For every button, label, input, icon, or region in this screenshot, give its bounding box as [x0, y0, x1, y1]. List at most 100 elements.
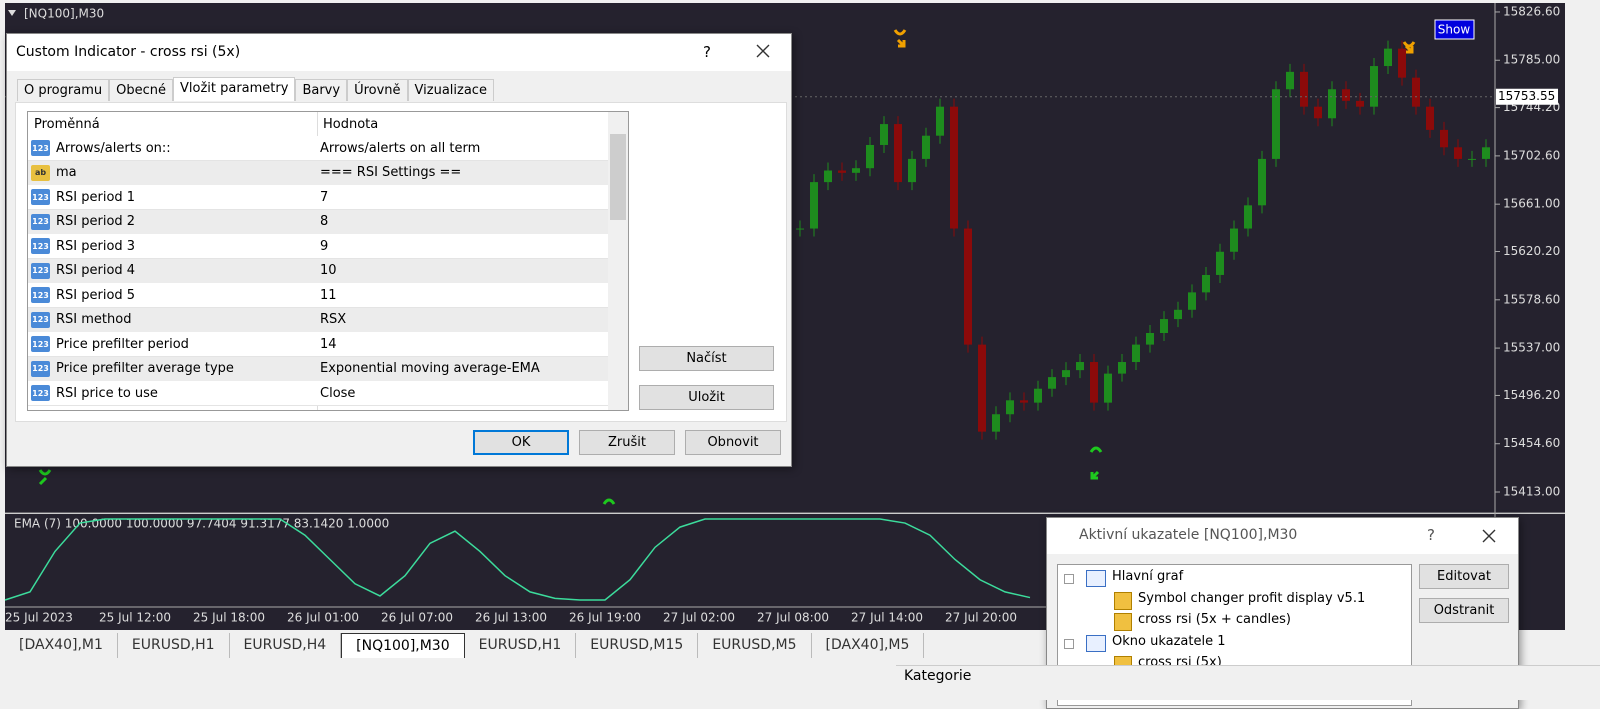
- chart-tab[interactable]: [DAX40],M5: [812, 633, 925, 658]
- candle: [908, 158, 916, 183]
- title-bar: [1047, 518, 1518, 554]
- chart-tab[interactable]: [DAX40],M1: [5, 633, 118, 658]
- parameter-value[interactable]: Exponential moving average-EMA: [320, 361, 540, 376]
- indicator-node[interactable]: Symbol changer profit display v5.1: [1138, 590, 1366, 606]
- chart-tab[interactable]: EURUSD,H4: [230, 633, 342, 658]
- indicator-node[interactable]: cross rsi (5x + candles): [1138, 612, 1291, 627]
- chart-tab[interactable]: [NQ100],M30: [341, 633, 465, 658]
- tree-toggle[interactable]: [1064, 574, 1074, 584]
- parameter-row: 123 Arrows/alerts on:: Arrows/alerts on al…: [28, 136, 608, 161]
- type-icon: 123: [31, 262, 50, 279]
- indicator-dialog: Custom Indicator - cross rsi (5x) ? O pr…: [6, 33, 792, 467]
- parameter-value[interactable]: 9: [320, 238, 329, 254]
- type-icon: 123: [31, 213, 50, 230]
- candle: [1384, 48, 1392, 67]
- parameter-row: 123 Price prefilter period 14: [28, 332, 608, 357]
- tab[interactable]: Úrovně: [347, 79, 408, 101]
- chart-label: [NQ100],M30: [24, 7, 104, 21]
- indicator-button[interactable]: Editovat: [1419, 564, 1509, 589]
- price-label-bg: [1496, 88, 1558, 105]
- tab[interactable]: Vložit parametry: [172, 77, 296, 101]
- dialog-button[interactable]: Zrušit: [579, 430, 675, 455]
- type-icon: 123: [31, 287, 50, 303]
- parameter-value[interactable]: Close: [320, 385, 356, 401]
- dialog-title: Custom Indicator - cross rsi (5x): [16, 44, 241, 60]
- parameter-name: Price prefilter average type: [56, 361, 234, 376]
- parameter-name: RSI method: [56, 312, 132, 327]
- candle: [810, 182, 818, 229]
- tree-node[interactable]: Hlavní graf: [1112, 569, 1184, 584]
- parameter-value[interactable]: === RSI Settings ==: [320, 165, 462, 180]
- indicator-icon: [1114, 613, 1132, 631]
- tab[interactable]: Vizualizace: [407, 79, 494, 101]
- parameter-row: 123 RSI method RSX: [28, 307, 608, 333]
- parameter-row: 123 RSI period 5 11: [28, 283, 608, 308]
- parameter-value[interactable]: 14: [320, 336, 337, 352]
- x-tick-label: 26 Jul 19:00: [569, 611, 641, 625]
- menu-arrow: [8, 10, 16, 16]
- side-button[interactable]: Uložit: [639, 385, 774, 410]
- status-bar: [896, 665, 1600, 700]
- candle: [1440, 129, 1448, 148]
- dialog-button[interactable]: Obnovit: [685, 430, 781, 455]
- candle: [1314, 106, 1322, 119]
- parameter-value[interactable]: 7: [320, 189, 329, 205]
- chart-tab[interactable]: EURUSD,H1: [118, 633, 230, 658]
- parameter-name: Price prefilter period: [56, 336, 189, 352]
- candle: [1216, 251, 1224, 275]
- parameter-value[interactable]: RSX: [320, 312, 347, 327]
- x-tick-label: 26 Jul 01:00: [287, 611, 359, 625]
- x-tick-label: 26 Jul 07:00: [381, 611, 453, 625]
- dialog-title: Aktivní ukazatele [NQ100],M30: [1079, 527, 1298, 543]
- status-label: Kategorie: [904, 668, 972, 684]
- x-tick-label: 27 Jul 02:00: [663, 611, 735, 625]
- parameter-value[interactable]: 8: [320, 214, 329, 229]
- candle: [1370, 66, 1378, 107]
- candle: [1174, 309, 1182, 320]
- candle: [1468, 158, 1476, 160]
- close-button[interactable]: [756, 44, 770, 58]
- type-icon: 123: [31, 360, 50, 377]
- candle: [824, 170, 832, 183]
- help-button[interactable]: ?: [703, 43, 711, 61]
- type-icon: 123: [31, 189, 50, 205]
- tree-icon: [1086, 634, 1106, 652]
- chart-tab[interactable]: EURUSD,M15: [576, 633, 699, 658]
- candle: [1076, 362, 1084, 371]
- parameter-row: 123 RSI period 4 10: [28, 258, 608, 284]
- tab[interactable]: Barvy: [295, 79, 348, 101]
- tab[interactable]: O programu: [17, 79, 110, 101]
- side-button[interactable]: Načíst: [639, 346, 774, 371]
- show-button[interactable]: [1434, 19, 1475, 40]
- indicator-button[interactable]: Odstranit: [1419, 598, 1509, 623]
- signal-arrows: [38, 29, 1416, 505]
- candle: [1244, 205, 1252, 229]
- candle: [1062, 370, 1070, 378]
- candle: [1398, 48, 1406, 78]
- chart-tab[interactable]: EURUSD,M5: [698, 633, 812, 658]
- type-icon: 123: [31, 238, 50, 254]
- parameter-row: 123 RSI period 1 7: [28, 185, 608, 210]
- x-tick-label: 25 Jul 12:00: [99, 611, 171, 625]
- help-button[interactable]: ?: [1427, 526, 1435, 544]
- candle: [1020, 400, 1028, 403]
- tab[interactable]: Obecné: [109, 79, 173, 101]
- tree-toggle[interactable]: [1064, 638, 1074, 649]
- parameter-value[interactable]: 10: [320, 263, 337, 278]
- y-tick-label: 15413.00: [1503, 485, 1560, 499]
- candle: [1342, 89, 1350, 101]
- parameter-row: 123 Price prefilter average type Exponenti…: [28, 356, 608, 382]
- x-tick-label: 27 Jul 08:00: [757, 611, 829, 625]
- tree-node[interactable]: Okno ukazatele 1: [1112, 633, 1226, 649]
- price-label: 15753.55: [1498, 89, 1555, 103]
- chart-tab[interactable]: EURUSD,H1: [465, 633, 577, 658]
- show-button-label[interactable]: Show: [1438, 23, 1471, 37]
- scroll-thumb[interactable]: [610, 134, 626, 220]
- dialog-button[interactable]: OK: [473, 430, 569, 455]
- parameter-value[interactable]: 11: [320, 287, 337, 303]
- indicator-icon: [1114, 591, 1132, 610]
- close-button[interactable]: [1482, 529, 1496, 543]
- candle: [1118, 362, 1126, 374]
- parameter-value[interactable]: Arrows/alerts on all term: [320, 140, 481, 156]
